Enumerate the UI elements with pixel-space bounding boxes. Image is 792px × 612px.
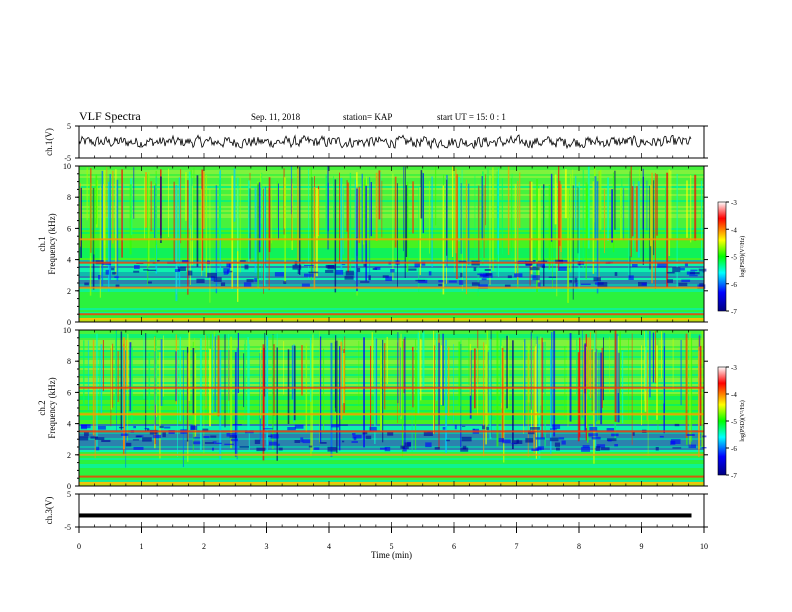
ch1-band-1 [79, 313, 704, 316]
ch2-band-3 [79, 430, 704, 433]
ch3-ytick-label: 5 [67, 490, 71, 499]
ch1-ytick-label: 0 [67, 318, 71, 327]
ch0-ylabel: ch.1(V) [44, 128, 54, 156]
ch2-band-1 [79, 475, 704, 478]
ch1-band-4 [79, 238, 704, 241]
ch3-series-line [79, 513, 692, 518]
x-tick-label: 7 [515, 542, 519, 551]
ch1-band-3 [79, 261, 704, 264]
x-tick-label: 2 [202, 542, 206, 551]
ch1-colorbar-tick: -3 [731, 199, 737, 207]
x-tick-label: 3 [265, 542, 269, 551]
ch2-ytick-label: 6 [67, 388, 71, 397]
x-tick-label: 6 [452, 542, 456, 551]
ch2-ylabel-frequency: Frequency (kHz) [47, 377, 57, 438]
ch2-band-2 [79, 453, 704, 456]
ch1-ytick-label: 4 [67, 256, 71, 265]
ch1-ytick-label: 8 [67, 193, 71, 202]
ch2-ytick-label: 8 [67, 357, 71, 366]
ch2-colorbar-label: log(PSD)(V²/Hz) [739, 400, 746, 441]
x-tick-label: 4 [327, 542, 331, 551]
ch2-ytick-label: 4 [67, 420, 71, 429]
ch2-band-4 [79, 413, 704, 416]
ch1-ylabel-channel: ch.1 [37, 236, 47, 251]
ch1-colorbar-tick: -4 [731, 226, 737, 234]
ch2-ytick-label: 2 [67, 451, 71, 460]
ch2-colorbar [717, 366, 727, 476]
x-tick-label: 5 [390, 542, 394, 551]
chart-title: VLF Spectra [79, 109, 141, 123]
ch1-ytick-label: 2 [67, 287, 71, 296]
ch2-band-5 [79, 386, 704, 389]
station-label: station= KAP [343, 112, 393, 122]
ch1-spectrogram [78, 165, 707, 323]
ch1-colorbar-tick: -6 [731, 281, 737, 289]
x-tick-label: 0 [77, 542, 81, 551]
ch2-colorbar-tick: -4 [731, 391, 737, 399]
ch2-ytick-label: 10 [63, 326, 71, 335]
start-time-label: start UT = 15: 0 : 1 [437, 112, 506, 122]
x-tick-label: 1 [140, 542, 144, 551]
ch1-ytick-label: 10 [63, 162, 71, 171]
ch3-ylabel: ch.3(V) [44, 497, 54, 525]
ch2-colorbar-tick: -5 [731, 418, 737, 426]
date-label: Sep. 11, 2018 [251, 112, 301, 122]
ch1-colorbar-tick: -7 [731, 308, 737, 316]
ch1-band-2 [79, 286, 704, 289]
ch2-colorbar-tick: -7 [731, 472, 737, 480]
x-tick-label: 10 [700, 542, 708, 551]
ch1-colorbar-tick: -5 [731, 254, 737, 262]
ch0-ytick-label: 5 [67, 122, 71, 131]
ch2-spectrogram [78, 329, 707, 487]
ch0-ytick-label: -5 [64, 154, 71, 163]
x-axis-label: Time (min) [371, 550, 412, 560]
ch2-ytick-label: 0 [67, 482, 71, 491]
ch1-colorbar [717, 201, 727, 312]
ch3-ytick-label: -5 [64, 523, 71, 532]
ch2-ylabel-channel: ch.2 [37, 400, 47, 415]
x-tick-label: 8 [577, 542, 581, 551]
ch0-series-line [78, 134, 692, 150]
ch1-ytick-label: 6 [67, 224, 71, 233]
ch2-colorbar-tick: -6 [731, 445, 737, 453]
ch1-colorbar-label: log(PSD)(V²/Hz) [739, 236, 746, 277]
ch1-ylabel-frequency: Frequency (kHz) [47, 213, 57, 274]
ch2-colorbar-tick: -3 [731, 364, 737, 372]
x-tick-label: 9 [640, 542, 644, 551]
